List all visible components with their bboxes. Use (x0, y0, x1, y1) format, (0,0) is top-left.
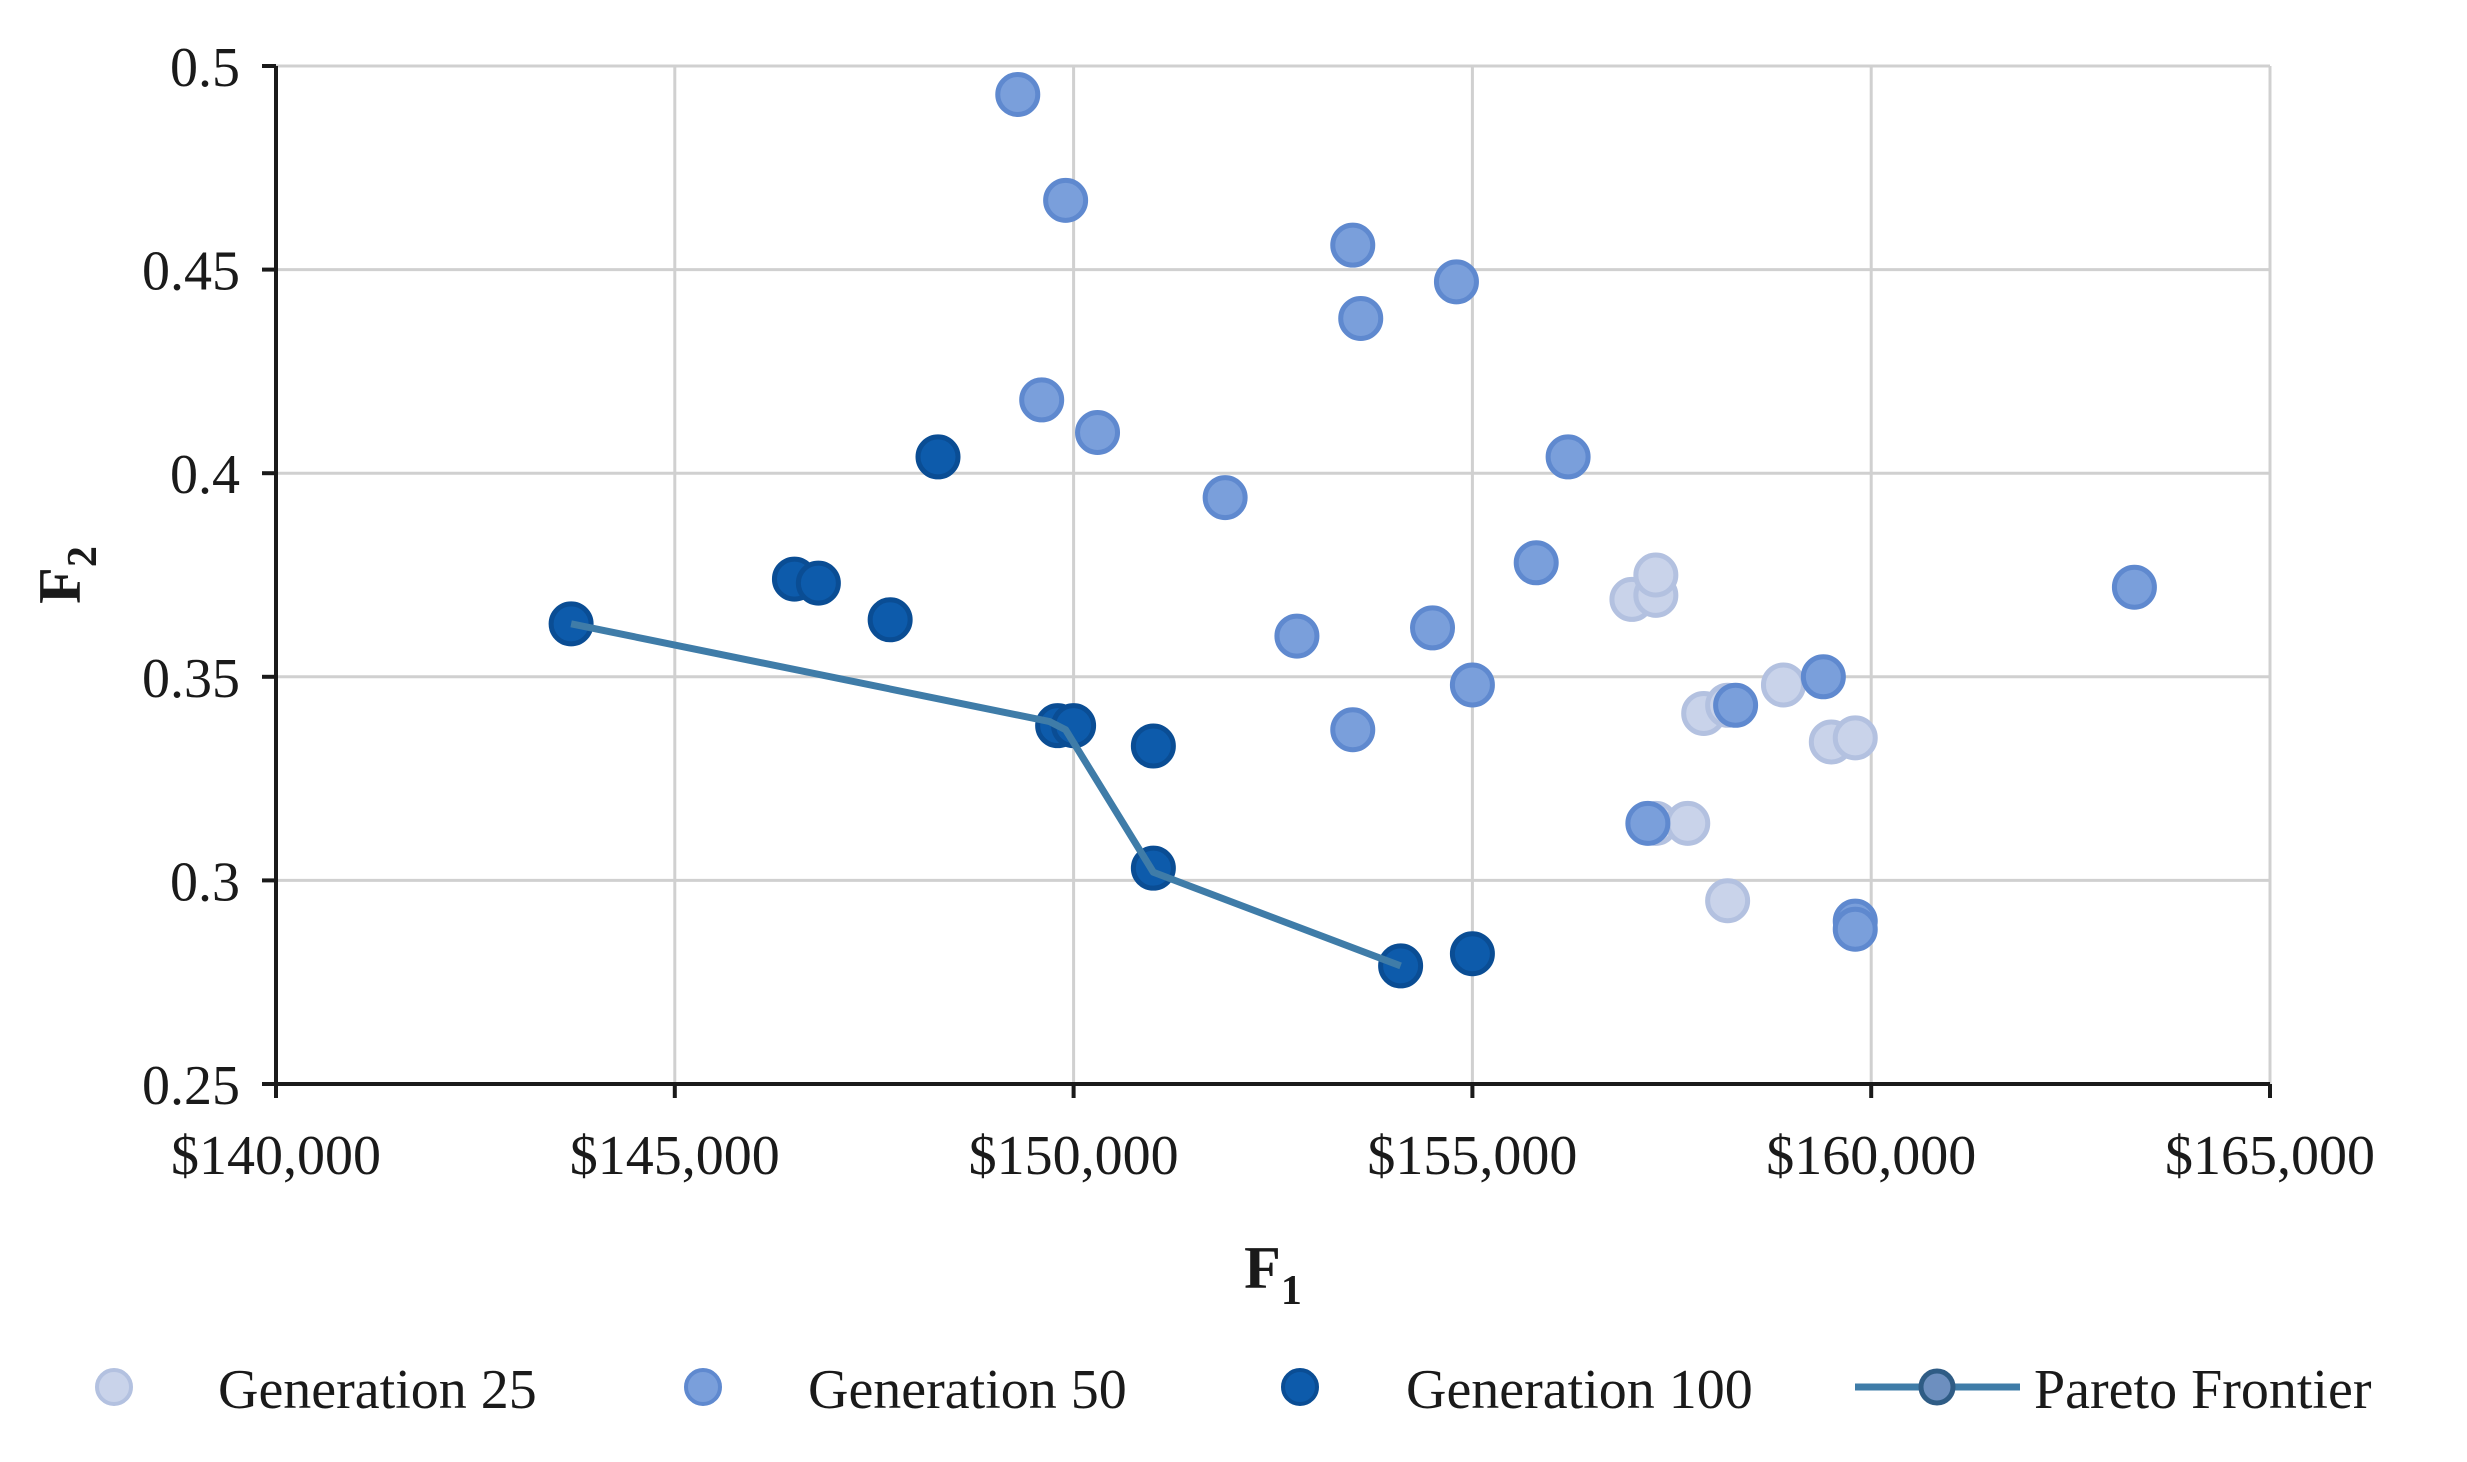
generation-50-point (1449, 662, 1495, 708)
legend-marker-pareto-frontier (1918, 1368, 1956, 1406)
y-tick-label: 0.45 (142, 241, 240, 303)
legend-item-generation-50: Generation 50 (684, 1359, 1127, 1421)
y-axis-title: F2 (27, 546, 106, 604)
generation-50-point (1330, 707, 1376, 753)
x-tick-label: $150,000 (969, 1125, 1179, 1187)
generation-50-point (1019, 377, 1065, 423)
generation-50-point (2111, 564, 2157, 610)
generation-100-point (867, 597, 913, 643)
x-tick-label: $160,000 (1766, 1125, 1976, 1187)
generation-50-point (995, 72, 1041, 118)
generation-25-point (1760, 662, 1806, 708)
generation-50-point (1433, 259, 1479, 305)
legend-marker-generation-100 (1281, 1368, 1319, 1406)
y-tick-label: 0.3 (170, 851, 240, 913)
generation-50-point (1713, 682, 1759, 728)
generation-25-point (1665, 800, 1711, 846)
x-tick-label: $165,000 (2165, 1125, 2375, 1187)
x-tick-label: $145,000 (570, 1125, 780, 1187)
legend-marker-generation-25 (95, 1368, 133, 1406)
tick-labels: $140,000 $145,000 $150,000 $155,000 $160,000… (142, 37, 2375, 1187)
data-series (548, 72, 2157, 989)
x-axis-title-subscript: 1 (1281, 1268, 1302, 1314)
pareto-frontier-line (570, 620, 1402, 970)
generation-100-point (1449, 931, 1495, 977)
generation-100-point (795, 560, 841, 606)
generation-50-point (1410, 605, 1456, 651)
x-tick-label: $140,000 (171, 1125, 381, 1187)
x-axis-title: F1 (1244, 1235, 1302, 1314)
generation-100-point (915, 434, 961, 480)
axes (274, 66, 2270, 1086)
x-axis-title-main: F (1244, 1235, 1281, 1301)
generation-50-point (1338, 295, 1384, 341)
y-tick-label: 0.25 (142, 1055, 240, 1117)
legend: Generation 25 Generation 50 Generation 1… (95, 1359, 2372, 1421)
legend-label-generation-25: Generation 25 (218, 1359, 537, 1421)
generation-25-point (1705, 878, 1751, 924)
y-axis-title-subscript: 2 (60, 546, 106, 567)
generation-50-point (1625, 800, 1671, 846)
generation-50-point (1513, 540, 1559, 586)
legend-item-pareto-frontier: Pareto Frontier (1855, 1359, 2372, 1421)
legend-label-pareto-frontier: Pareto Frontier (2034, 1359, 2372, 1421)
generation-50-point (1545, 434, 1591, 480)
generation-50-point (1800, 654, 1846, 700)
legend-item-generation-100: Generation 100 (1281, 1359, 1753, 1421)
generation-50-point (1043, 177, 1089, 223)
legend-label-generation-50: Generation 50 (808, 1359, 1127, 1421)
generation-25-point (1633, 552, 1679, 598)
generation-25-point (1832, 715, 1878, 761)
generation-50-point (1075, 409, 1121, 455)
generation-50-point (1330, 222, 1376, 268)
y-tick-label: 0.5 (170, 37, 240, 99)
legend-item-generation-25: Generation 25 (95, 1359, 537, 1421)
generation-50-point (1202, 475, 1248, 521)
y-tick-label: 0.35 (142, 648, 240, 710)
gridlines (276, 64, 2272, 1084)
y-tick-label: 0.4 (170, 444, 240, 506)
generation-50-point (1274, 613, 1320, 659)
legend-marker-generation-50 (684, 1368, 722, 1406)
y-axis-title-main: F (27, 567, 93, 604)
generation-100-point (1130, 723, 1176, 769)
generation-50-point (1832, 906, 1878, 952)
legend-label-generation-100: Generation 100 (1406, 1359, 1753, 1421)
x-tick-label: $155,000 (1367, 1125, 1577, 1187)
